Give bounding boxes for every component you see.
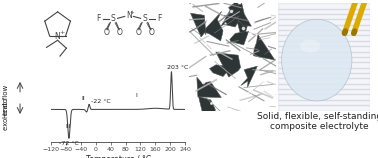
Polygon shape xyxy=(203,12,223,41)
FancyBboxPatch shape xyxy=(278,62,370,68)
Text: O: O xyxy=(117,28,123,37)
Polygon shape xyxy=(216,52,240,77)
Text: +: + xyxy=(130,10,134,15)
FancyBboxPatch shape xyxy=(278,25,370,30)
FancyBboxPatch shape xyxy=(278,57,370,62)
Polygon shape xyxy=(191,13,206,37)
FancyBboxPatch shape xyxy=(278,78,370,84)
Text: -22 °C: -22 °C xyxy=(91,99,110,104)
FancyBboxPatch shape xyxy=(278,46,370,52)
FancyBboxPatch shape xyxy=(278,100,370,105)
Text: O: O xyxy=(104,28,110,37)
Polygon shape xyxy=(198,96,215,125)
FancyBboxPatch shape xyxy=(278,84,370,89)
Text: Solid, flexible, self-standing
composite electrolyte: Solid, flexible, self-standing composite… xyxy=(257,112,378,131)
Text: +: + xyxy=(59,30,65,35)
Text: 203 °C: 203 °C xyxy=(167,65,189,70)
Text: O: O xyxy=(135,28,141,37)
Polygon shape xyxy=(235,14,248,35)
FancyBboxPatch shape xyxy=(278,30,370,35)
FancyBboxPatch shape xyxy=(278,73,370,78)
FancyBboxPatch shape xyxy=(278,9,370,14)
Polygon shape xyxy=(197,77,222,97)
FancyBboxPatch shape xyxy=(278,89,370,94)
X-axis label: Temperature / °C: Temperature / °C xyxy=(85,155,151,158)
Text: II: II xyxy=(81,96,85,101)
Text: exo endo: exo endo xyxy=(3,98,9,130)
Circle shape xyxy=(282,19,352,101)
Text: I: I xyxy=(136,93,138,98)
Polygon shape xyxy=(230,31,249,45)
FancyBboxPatch shape xyxy=(278,41,370,46)
FancyBboxPatch shape xyxy=(278,14,370,19)
FancyBboxPatch shape xyxy=(278,52,370,57)
Polygon shape xyxy=(209,65,231,76)
FancyBboxPatch shape xyxy=(278,3,370,9)
Polygon shape xyxy=(221,2,243,27)
Text: III: III xyxy=(65,124,71,129)
Text: S: S xyxy=(143,15,147,23)
Polygon shape xyxy=(254,34,275,60)
Text: Heat flow: Heat flow xyxy=(3,85,9,118)
FancyBboxPatch shape xyxy=(278,35,370,41)
Text: O: O xyxy=(149,28,155,37)
Polygon shape xyxy=(229,3,251,26)
FancyBboxPatch shape xyxy=(278,94,370,100)
FancyBboxPatch shape xyxy=(278,68,370,73)
Text: N: N xyxy=(54,32,60,41)
FancyBboxPatch shape xyxy=(278,19,370,25)
Text: F: F xyxy=(157,15,161,23)
Text: S: S xyxy=(111,15,116,23)
Polygon shape xyxy=(241,66,257,87)
FancyBboxPatch shape xyxy=(278,105,370,111)
Text: 20μm: 20μm xyxy=(233,91,253,97)
Text: F: F xyxy=(97,15,101,23)
Text: -72 °C: -72 °C xyxy=(59,141,79,146)
Text: N: N xyxy=(126,11,132,20)
Ellipse shape xyxy=(300,40,321,53)
